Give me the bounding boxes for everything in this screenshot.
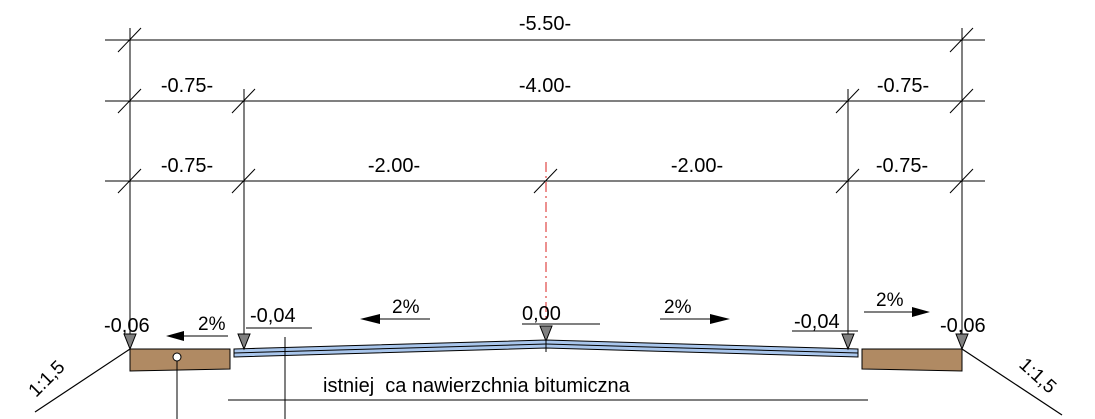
dimension-row-lanes: -0.75- -2.00- -2.00- -0.75-: [105, 155, 985, 194]
dim-roadway-label: -4.00-: [519, 75, 571, 97]
dim-right-shoulder-label: -0.75-: [877, 75, 929, 97]
pavement-note: istniej ca nawierzchnia bitumiczna: [323, 375, 631, 397]
elevation-left-pavement-edge: -0,04: [250, 305, 296, 327]
slope-left-lane-label: 2%: [392, 297, 420, 318]
elevation-marker-axis: [539, 325, 553, 343]
dim-right-shoulder-2-label: -0.75-: [876, 155, 928, 177]
slope-right-lane-label: 2%: [664, 297, 692, 318]
slope-left-lane: 2%: [360, 297, 430, 324]
slope-left-shoulder-label: 2%: [198, 314, 226, 335]
right-embankment-slope: [961, 348, 1063, 416]
right-shoulder-fill: [861, 348, 963, 372]
elevation-left-edge: -0,06: [104, 315, 150, 337]
drain-marker: [172, 352, 182, 362]
embankment-left-label: 1:1,5: [25, 357, 70, 402]
arrow-left-icon: [360, 314, 380, 324]
arrow-right-icon: [912, 307, 930, 317]
dim-left-shoulder-label: -0.75-: [161, 75, 213, 97]
slope-right-lane: 2%: [660, 297, 730, 324]
dimension-row-roadway: -0.75- -4.00- -0.75-: [105, 75, 985, 114]
elevation-marker-right-edge: [955, 333, 969, 351]
elevation-marker-right-pavement: [841, 333, 855, 351]
dimension-row-total: -5.50-: [105, 13, 985, 53]
dim-total-label: -5.50-: [519, 13, 571, 35]
embankment-right-label: 1:1,5: [1015, 354, 1060, 398]
elevation-marker-left-edge: [123, 333, 137, 351]
slope-right-shoulder-label: 2%: [876, 290, 904, 311]
slope-right-shoulder: 2%: [864, 290, 930, 317]
dim-right-lane-label: -2.00-: [671, 155, 723, 177]
elevation-right-edge: -0,06: [940, 315, 986, 337]
cross-section: [34, 335, 1063, 419]
elevation-right-pavement-edge: -0,04: [794, 311, 840, 333]
dim-left-shoulder-2-label: -0.75-: [161, 155, 213, 177]
elevation-marker-left-pavement: [237, 333, 251, 351]
dim-left-lane-label: -2.00-: [368, 155, 420, 177]
arrow-right-icon: [710, 314, 730, 324]
elevation-markers: [123, 325, 969, 351]
arrow-left-icon: [166, 331, 184, 341]
extension-lines: [129, 28, 963, 345]
elevation-axis: 0,00: [522, 303, 561, 325]
slope-left-shoulder: 2%: [166, 314, 228, 341]
left-embankment-slope: [34, 348, 131, 413]
